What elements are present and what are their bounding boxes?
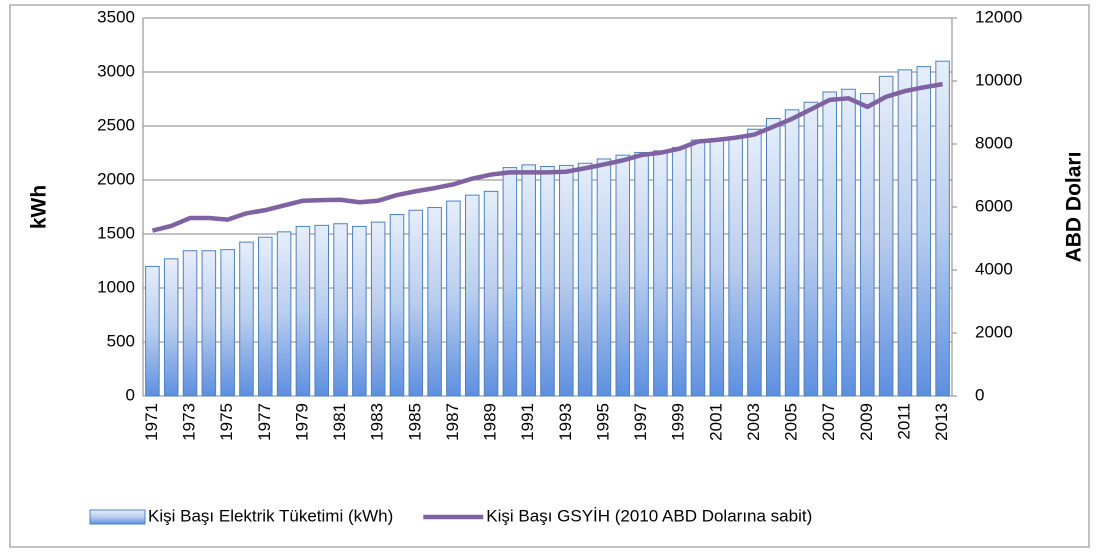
bar <box>408 209 424 397</box>
x-tick-label: 1997 <box>631 403 650 441</box>
y2-tick-label: 8000 <box>975 133 1013 152</box>
x-tick-label: 2009 <box>857 403 876 441</box>
legend-label: Kişi Başı GSYİH (2010 ABD Dolarına sabit… <box>486 506 812 525</box>
bar <box>671 147 687 397</box>
bar <box>690 139 706 397</box>
bar <box>860 93 875 397</box>
bar <box>634 151 649 397</box>
bar <box>709 139 725 397</box>
bar <box>728 136 743 397</box>
bars <box>145 60 950 397</box>
bar <box>464 194 480 397</box>
x-tick-label: 1991 <box>518 403 537 441</box>
bar <box>314 224 330 397</box>
bar <box>615 154 631 397</box>
y-tick-label: 1000 <box>97 277 135 296</box>
y-tick-label: 1500 <box>97 223 135 242</box>
x-tick-label: 1989 <box>481 403 500 441</box>
y-axis-title: kWh <box>28 185 51 229</box>
bar <box>765 117 781 397</box>
bar <box>446 200 461 397</box>
bar <box>935 60 950 397</box>
bar <box>276 231 292 397</box>
x-tick-label: 1975 <box>217 403 236 441</box>
y2-tick-label: 0 <box>975 385 984 404</box>
bar <box>559 164 574 397</box>
x-tick-label: 2005 <box>782 403 801 441</box>
x-tick-label: 1985 <box>405 403 424 441</box>
x-tick-label: 2007 <box>819 403 838 441</box>
x-tick-label: 1999 <box>669 403 688 441</box>
bar <box>878 75 894 397</box>
bar <box>916 66 932 397</box>
x-tick-label: 1993 <box>556 403 575 441</box>
bar <box>163 258 179 397</box>
y-tick-label: 3000 <box>97 61 135 80</box>
y2-tick-label: 2000 <box>975 322 1013 341</box>
bar <box>502 167 518 397</box>
x-tick-label: 1983 <box>368 403 387 441</box>
bar <box>577 162 593 397</box>
y2-tick-label: 12000 <box>975 7 1022 26</box>
y-tick-label: 0 <box>126 385 135 404</box>
labels: 0 500 1000 1500 2000 2500 3000 3500 0 2000 4000 600… <box>97 7 1022 440</box>
x-tick-label: 1971 <box>142 403 161 441</box>
bar <box>427 207 442 397</box>
x-tick-label: 1981 <box>330 403 349 441</box>
bar <box>352 225 367 397</box>
y2-tick-label: 10000 <box>975 70 1022 89</box>
bar <box>784 109 800 397</box>
bar <box>540 166 555 397</box>
legend-label: Kişi Başı Elektrik Tüketimi (kWh) <box>148 506 393 525</box>
bar <box>295 225 311 397</box>
bar <box>220 249 235 397</box>
bar <box>803 101 819 397</box>
bar <box>822 91 837 397</box>
y2-tick-label: 4000 <box>975 259 1013 278</box>
y-tick-label: 2000 <box>97 169 135 188</box>
line <box>151 81 943 233</box>
x-tick-label: 1977 <box>255 403 274 441</box>
bar <box>483 190 499 397</box>
bar <box>897 69 913 397</box>
y-tick-label: 2500 <box>97 115 135 134</box>
legend: Kişi Başı Elektrik Tüketimi (kWh) Kişi Ba… <box>89 506 812 525</box>
bar <box>747 128 762 397</box>
x-tick-label: 2013 <box>932 403 951 441</box>
bar <box>841 88 856 397</box>
x-tick-label: 1987 <box>443 403 462 441</box>
bar <box>333 223 348 397</box>
bar <box>389 214 405 397</box>
x-tick-label: 2003 <box>744 403 763 441</box>
bar <box>596 158 612 397</box>
bar <box>145 265 160 397</box>
x-tick-label: 2001 <box>706 403 725 441</box>
y2-tick-label: 6000 <box>975 196 1013 215</box>
x-tick-label: 1979 <box>292 403 311 441</box>
x-tick-label: 1995 <box>593 403 612 441</box>
x-tick-label: 2011 <box>894 403 913 440</box>
bar <box>370 221 386 397</box>
lines <box>151 81 943 233</box>
bar <box>182 250 198 397</box>
y2-axis-title: ABD Doları <box>1063 152 1086 263</box>
bar <box>239 241 254 397</box>
y-tick-label: 3500 <box>97 7 135 26</box>
y-tick-label: 500 <box>107 331 135 350</box>
legend-swatch <box>89 509 146 525</box>
bar <box>653 150 668 397</box>
bar <box>201 250 217 397</box>
bar <box>258 236 273 397</box>
x-tick-label: 1973 <box>180 403 199 441</box>
bar <box>521 164 536 397</box>
